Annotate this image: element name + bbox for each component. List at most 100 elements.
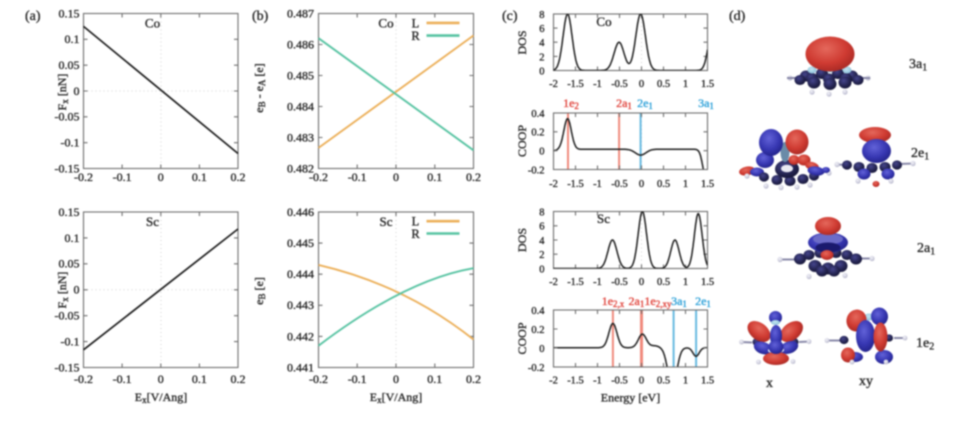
- svg-text:-0.1: -0.1: [61, 136, 80, 150]
- svg-text:-0.15: -0.15: [55, 360, 80, 374]
- svg-text:0.442: 0.442: [287, 329, 314, 343]
- svg-text:6: 6: [539, 222, 544, 233]
- svg-text:0.15: 0.15: [59, 6, 80, 20]
- svg-text:1: 1: [683, 79, 688, 90]
- svg-text:COOP: COOP: [515, 125, 529, 157]
- svg-text:-1.5: -1.5: [567, 277, 584, 288]
- svg-text:-0.1: -0.1: [348, 170, 367, 184]
- svg-text:DOS: DOS: [515, 228, 529, 252]
- svg-text:-1: -1: [593, 277, 602, 288]
- svg-text:(d): (d): [729, 9, 746, 24]
- svg-text:0: 0: [639, 79, 644, 90]
- svg-text:-2: -2: [549, 179, 558, 190]
- svg-text:(b): (b): [252, 9, 269, 24]
- svg-text:0: 0: [74, 283, 80, 297]
- svg-text:0.15: 0.15: [59, 205, 80, 219]
- svg-text:-0.2: -0.2: [528, 363, 545, 374]
- svg-text:-0.5: -0.5: [611, 79, 628, 90]
- svg-text:DOS: DOS: [515, 30, 529, 54]
- svg-text:0.4: 0.4: [531, 306, 545, 317]
- svg-text:0: 0: [539, 344, 544, 355]
- svg-text:(a): (a): [25, 9, 41, 24]
- svg-text:Co: Co: [145, 16, 160, 31]
- svg-text:0: 0: [639, 179, 644, 190]
- svg-text:8: 8: [539, 207, 544, 218]
- svg-text:0.1: 0.1: [192, 372, 207, 386]
- svg-text:0.486: 0.486: [287, 37, 314, 51]
- svg-text:eB [e]: eB [e]: [252, 277, 267, 305]
- svg-text:2: 2: [539, 52, 544, 63]
- svg-text:0.446: 0.446: [287, 205, 314, 219]
- svg-text:0.5: 0.5: [657, 277, 670, 288]
- svg-text:0.05: 0.05: [59, 58, 80, 72]
- svg-text:0.1: 0.1: [65, 231, 80, 245]
- svg-text:-1: -1: [593, 376, 602, 387]
- svg-text:4: 4: [539, 38, 545, 49]
- svg-text:0.445: 0.445: [287, 236, 314, 250]
- svg-text:-2: -2: [549, 277, 558, 288]
- svg-text:-0.1: -0.1: [113, 170, 132, 184]
- svg-text:COOP: COOP: [515, 322, 529, 354]
- svg-text:0: 0: [539, 264, 544, 275]
- svg-text:1.5: 1.5: [701, 179, 714, 190]
- svg-text:0: 0: [539, 147, 544, 158]
- svg-text:-0.05: -0.05: [55, 309, 80, 323]
- svg-text:Sc: Sc: [146, 214, 159, 229]
- svg-text:0: 0: [158, 372, 164, 386]
- svg-text:0.1: 0.1: [192, 170, 207, 184]
- svg-text:(c): (c): [502, 9, 518, 24]
- svg-text:1: 1: [683, 179, 688, 190]
- svg-text:0: 0: [393, 372, 399, 386]
- svg-text:-1.5: -1.5: [567, 79, 584, 90]
- svg-text:-0.15: -0.15: [55, 161, 80, 175]
- svg-text:-0.1: -0.1: [113, 372, 132, 386]
- svg-text:0.482: 0.482: [287, 161, 314, 175]
- svg-text:-2: -2: [549, 376, 558, 387]
- svg-text:2: 2: [539, 250, 544, 261]
- svg-text:-0.1: -0.1: [61, 335, 80, 349]
- svg-text:8: 8: [539, 10, 544, 21]
- svg-text:0: 0: [639, 277, 644, 288]
- svg-text:-0.5: -0.5: [611, 376, 628, 387]
- svg-text:0.2: 0.2: [466, 372, 481, 386]
- svg-text:0.1: 0.1: [427, 372, 442, 386]
- svg-text:-0.5: -0.5: [611, 179, 628, 190]
- svg-text:1: 1: [683, 376, 688, 387]
- svg-text:0.2: 0.2: [466, 170, 481, 184]
- svg-text:0: 0: [74, 84, 80, 98]
- svg-text:Fx [nN]: Fx [nN]: [55, 74, 70, 111]
- svg-text:eB - eA [e]: eB - eA [e]: [252, 63, 267, 113]
- svg-text:0.2: 0.2: [231, 372, 246, 386]
- svg-text:0: 0: [539, 66, 544, 77]
- svg-text:Ex[V/Ang]: Ex[V/Ang]: [370, 390, 423, 405]
- svg-text:R: R: [411, 227, 420, 241]
- svg-text:-0.2: -0.2: [528, 165, 545, 176]
- svg-text:1.5: 1.5: [701, 79, 714, 90]
- svg-text:Co: Co: [378, 16, 393, 31]
- svg-text:0: 0: [393, 170, 399, 184]
- svg-text:0.484: 0.484: [287, 99, 314, 113]
- svg-text:Co: Co: [596, 14, 611, 29]
- svg-text:0: 0: [639, 376, 644, 387]
- svg-text:Fx [nN]: Fx [nN]: [55, 272, 70, 309]
- svg-text:0.2: 0.2: [231, 170, 246, 184]
- svg-text:Sc: Sc: [380, 214, 393, 229]
- svg-text:0.441: 0.441: [287, 360, 314, 374]
- svg-text:-1: -1: [593, 179, 602, 190]
- svg-text:0.443: 0.443: [287, 298, 314, 312]
- svg-text:-0.05: -0.05: [55, 110, 80, 124]
- svg-text:-1: -1: [593, 79, 602, 90]
- svg-text:0.5: 0.5: [657, 376, 670, 387]
- svg-text:0.2: 0.2: [531, 128, 544, 139]
- svg-text:0: 0: [158, 170, 164, 184]
- svg-text:0.1: 0.1: [427, 170, 442, 184]
- svg-text:L: L: [412, 215, 420, 229]
- svg-text:L: L: [412, 16, 420, 30]
- svg-text:1.5: 1.5: [701, 277, 714, 288]
- svg-text:-0.2: -0.2: [74, 372, 93, 386]
- svg-text:0.487: 0.487: [287, 6, 314, 20]
- svg-text:6: 6: [539, 24, 544, 35]
- svg-text:0.444: 0.444: [287, 267, 314, 281]
- svg-text:0.483: 0.483: [287, 130, 314, 144]
- svg-text:-0.1: -0.1: [348, 372, 367, 386]
